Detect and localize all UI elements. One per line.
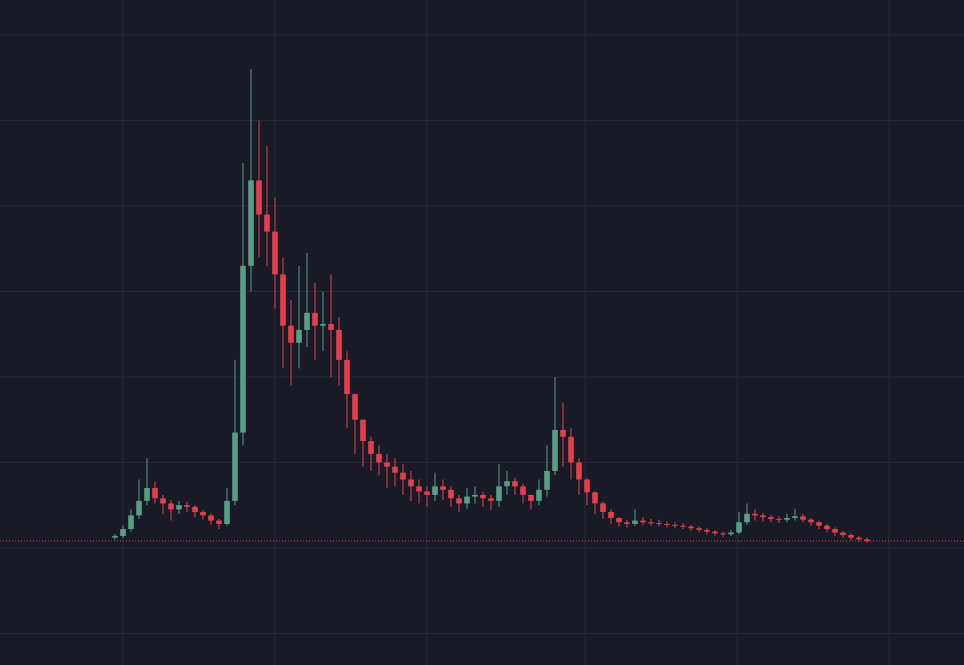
candle-body	[496, 486, 502, 501]
candle-body	[616, 517, 622, 523]
candle-body	[600, 503, 606, 512]
candle-body	[760, 515, 766, 518]
candle-body	[688, 526, 694, 529]
candle-body	[248, 180, 254, 266]
candle-body	[672, 524, 678, 526]
candle-body	[368, 441, 374, 454]
candle-body	[704, 529, 710, 532]
candle-body	[544, 470, 550, 490]
candle-body	[208, 515, 214, 521]
candle-body	[296, 329, 302, 343]
candle-body	[352, 394, 358, 420]
candle-body	[728, 532, 734, 535]
candle-body	[576, 462, 582, 480]
candle-body	[256, 180, 262, 215]
candle-body	[456, 498, 462, 504]
candle-body	[792, 516, 798, 518]
candle-body	[824, 525, 830, 530]
candle-body	[280, 274, 286, 326]
candle-body	[656, 523, 662, 525]
candle-body	[192, 506, 198, 512]
candle-body	[624, 522, 630, 524]
candle-body	[608, 511, 614, 518]
candle-body	[560, 429, 566, 437]
candle-body	[120, 529, 126, 536]
candle-body	[712, 531, 718, 534]
candle-body	[808, 519, 814, 523]
candle-body	[680, 525, 686, 527]
candle-body	[200, 511, 206, 516]
candle-body	[232, 432, 238, 501]
candle-body	[304, 312, 310, 330]
candle-body	[512, 481, 518, 487]
candle-body	[568, 436, 574, 463]
candle-body	[424, 491, 430, 495]
candle-body	[752, 513, 758, 516]
candle-body	[784, 517, 790, 520]
candle-body	[216, 520, 222, 524]
candle-body	[384, 462, 390, 467]
candle-body	[592, 492, 598, 504]
candle-body	[768, 517, 774, 519]
candle-body	[184, 505, 190, 507]
candle-body	[376, 453, 382, 463]
candle-body	[328, 323, 334, 330]
candle-body	[144, 488, 150, 501]
candle-body	[864, 539, 870, 542]
candle-body	[640, 520, 646, 523]
candle-body	[160, 498, 166, 504]
candle-body	[696, 528, 702, 530]
candle-body	[536, 489, 542, 501]
candle-body	[312, 312, 318, 326]
candle-body	[416, 486, 422, 492]
candle-body	[152, 488, 158, 499]
candle-body	[440, 486, 446, 490]
candle-body	[480, 494, 486, 499]
candle-body	[840, 532, 846, 536]
candle-body	[112, 535, 118, 538]
candle-body	[448, 489, 454, 499]
candle-body	[344, 359, 350, 395]
candle-body	[168, 503, 174, 510]
candle-body	[800, 516, 806, 520]
candle-body	[176, 505, 182, 510]
candle-body	[360, 419, 366, 442]
candle-body	[336, 329, 342, 360]
candle-body	[472, 494, 478, 497]
candle-body	[720, 533, 726, 535]
candle-body	[584, 479, 590, 493]
candle-body	[504, 481, 510, 487]
candle-body	[776, 518, 782, 520]
candle-body	[272, 231, 278, 275]
candle-body	[408, 479, 414, 487]
candle-body	[528, 494, 534, 501]
candle-body	[520, 486, 526, 495]
candle-body	[648, 522, 654, 524]
candle-body	[832, 529, 838, 533]
candle-body	[856, 537, 862, 540]
candle-body	[400, 472, 406, 480]
candle-body	[848, 535, 854, 538]
candle-body	[432, 486, 438, 495]
candle-body	[816, 522, 822, 526]
candle-body	[664, 523, 670, 525]
candle-body	[552, 429, 558, 471]
candle-body	[488, 498, 494, 501]
candle-body	[632, 520, 638, 524]
candle-body	[128, 515, 134, 530]
candle-body	[288, 325, 294, 343]
candle-body	[136, 500, 142, 516]
candle-body	[240, 265, 246, 433]
candle-body	[464, 496, 470, 504]
candle-body	[224, 500, 230, 524]
candle-body	[392, 466, 398, 473]
candle-body	[744, 513, 750, 523]
candle-body	[320, 323, 326, 326]
candle-body	[264, 214, 270, 232]
candle-body	[736, 522, 742, 533]
